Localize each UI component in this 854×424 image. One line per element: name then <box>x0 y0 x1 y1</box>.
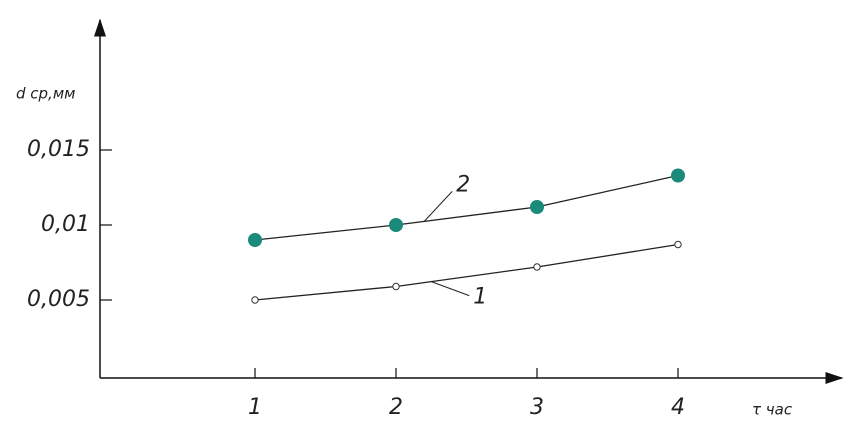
data-point <box>533 263 541 271</box>
series-label: 2 <box>456 172 470 197</box>
leader-line <box>431 281 470 297</box>
series-line <box>254 243 679 301</box>
x-tick-label: 1 <box>248 395 262 420</box>
x-tick-label: 3 <box>530 395 544 420</box>
data-point <box>671 168 685 183</box>
y-tick-label: 0,01 <box>41 212 90 237</box>
leader-line <box>423 191 453 222</box>
x-tick-label: 2 <box>389 395 403 420</box>
y-tick-label: 0,005 <box>27 287 90 312</box>
series-line <box>254 174 679 241</box>
data-point <box>674 240 682 249</box>
data-point <box>248 233 262 247</box>
series-label: 1 <box>473 285 487 310</box>
data-point <box>530 200 544 214</box>
y-tick-label: 0,015 <box>27 137 90 162</box>
data-point <box>392 282 400 291</box>
y-axis-label: d ср,мм <box>16 85 75 103</box>
x-axis-label: τ час <box>752 401 793 419</box>
x-tick-label: 4 <box>671 395 685 420</box>
data-point <box>251 296 259 304</box>
data-point <box>389 218 403 232</box>
